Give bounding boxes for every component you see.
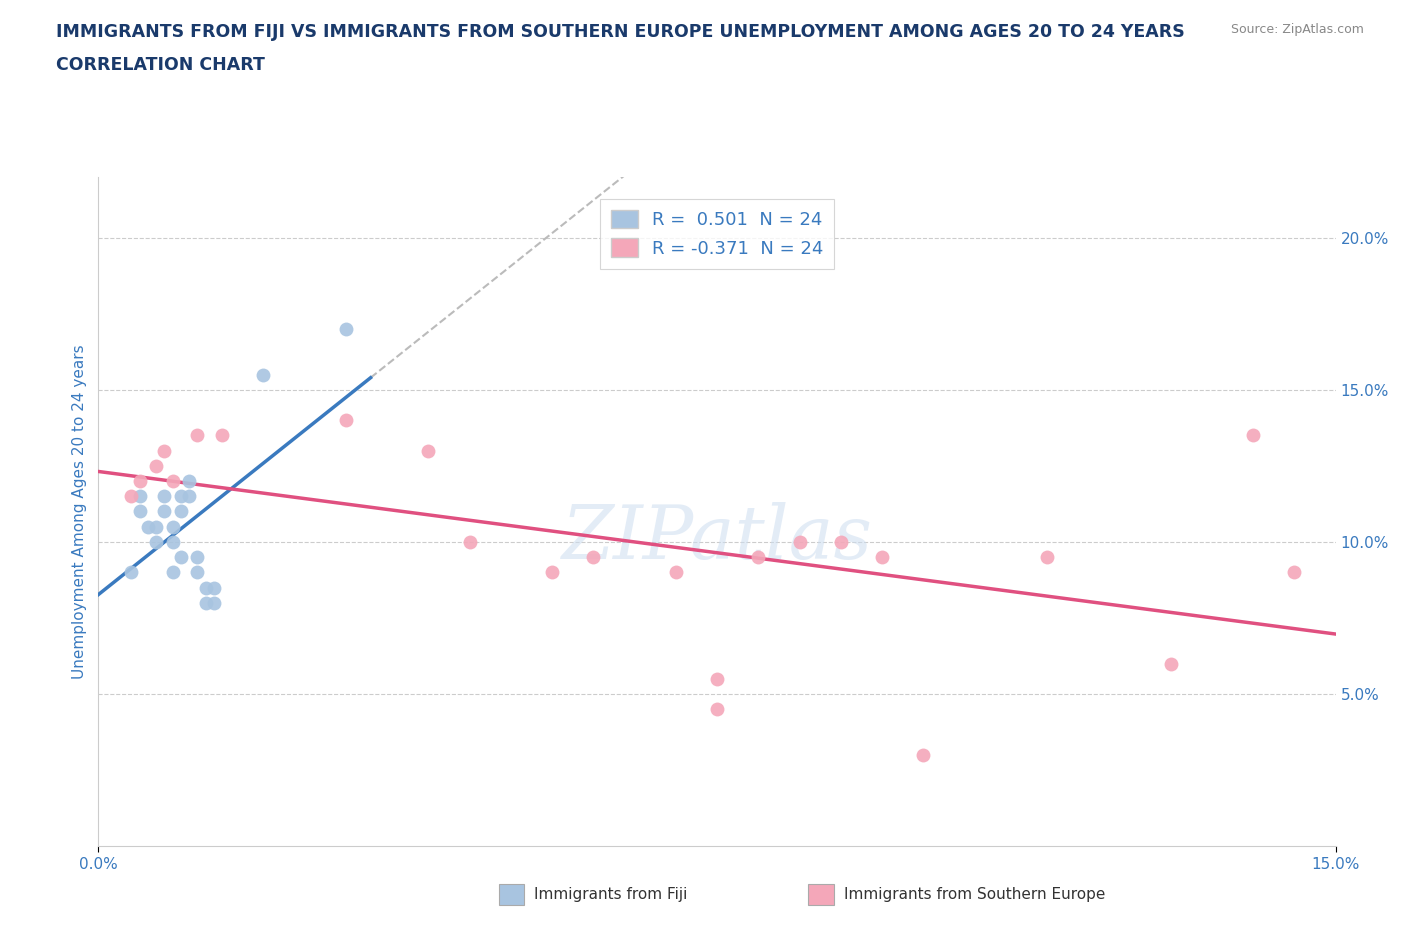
- Point: [458, 535, 481, 550]
- Point: [789, 535, 811, 550]
- Point: [186, 565, 208, 579]
- Point: [128, 504, 150, 519]
- Text: IMMIGRANTS FROM FIJI VS IMMIGRANTS FROM SOUTHERN EUROPE UNEMPLOYMENT AMONG AGES : IMMIGRANTS FROM FIJI VS IMMIGRANTS FROM …: [56, 23, 1185, 41]
- Point: [162, 519, 184, 534]
- Text: Source: ZipAtlas.com: Source: ZipAtlas.com: [1230, 23, 1364, 36]
- Point: [186, 428, 208, 443]
- Point: [162, 535, 184, 550]
- Point: [1241, 428, 1264, 443]
- Point: [153, 504, 176, 519]
- Point: [335, 413, 357, 428]
- Point: [1160, 657, 1182, 671]
- Point: [162, 565, 184, 579]
- Point: [145, 535, 167, 550]
- Point: [1036, 550, 1059, 565]
- Point: [582, 550, 605, 565]
- Point: [830, 535, 852, 550]
- Point: [153, 489, 176, 504]
- Point: [335, 322, 357, 337]
- Point: [136, 519, 159, 534]
- Point: [120, 565, 142, 579]
- Point: [252, 367, 274, 382]
- Point: [128, 489, 150, 504]
- Point: [202, 580, 225, 595]
- Point: [541, 565, 564, 579]
- Point: [211, 428, 233, 443]
- Point: [665, 565, 688, 579]
- Point: [912, 748, 935, 763]
- Point: [1284, 565, 1306, 579]
- Point: [747, 550, 769, 565]
- Point: [202, 595, 225, 610]
- Point: [870, 550, 893, 565]
- Y-axis label: Unemployment Among Ages 20 to 24 years: Unemployment Among Ages 20 to 24 years: [72, 344, 87, 679]
- Point: [120, 489, 142, 504]
- Point: [194, 580, 217, 595]
- Legend: R =  0.501  N = 24, R = -0.371  N = 24: R = 0.501 N = 24, R = -0.371 N = 24: [600, 199, 834, 269]
- Point: [153, 444, 176, 458]
- Point: [706, 671, 728, 686]
- Point: [179, 473, 201, 488]
- Text: CORRELATION CHART: CORRELATION CHART: [56, 56, 266, 73]
- Point: [170, 550, 193, 565]
- Point: [145, 458, 167, 473]
- Point: [170, 489, 193, 504]
- Point: [418, 444, 440, 458]
- Text: Immigrants from Fiji: Immigrants from Fiji: [534, 887, 688, 902]
- Point: [186, 550, 208, 565]
- Point: [179, 489, 201, 504]
- Point: [706, 702, 728, 717]
- Text: ZIPatlas: ZIPatlas: [561, 502, 873, 575]
- Point: [170, 504, 193, 519]
- Text: Immigrants from Southern Europe: Immigrants from Southern Europe: [844, 887, 1105, 902]
- Point: [128, 473, 150, 488]
- Point: [194, 595, 217, 610]
- Point: [162, 473, 184, 488]
- Point: [145, 519, 167, 534]
